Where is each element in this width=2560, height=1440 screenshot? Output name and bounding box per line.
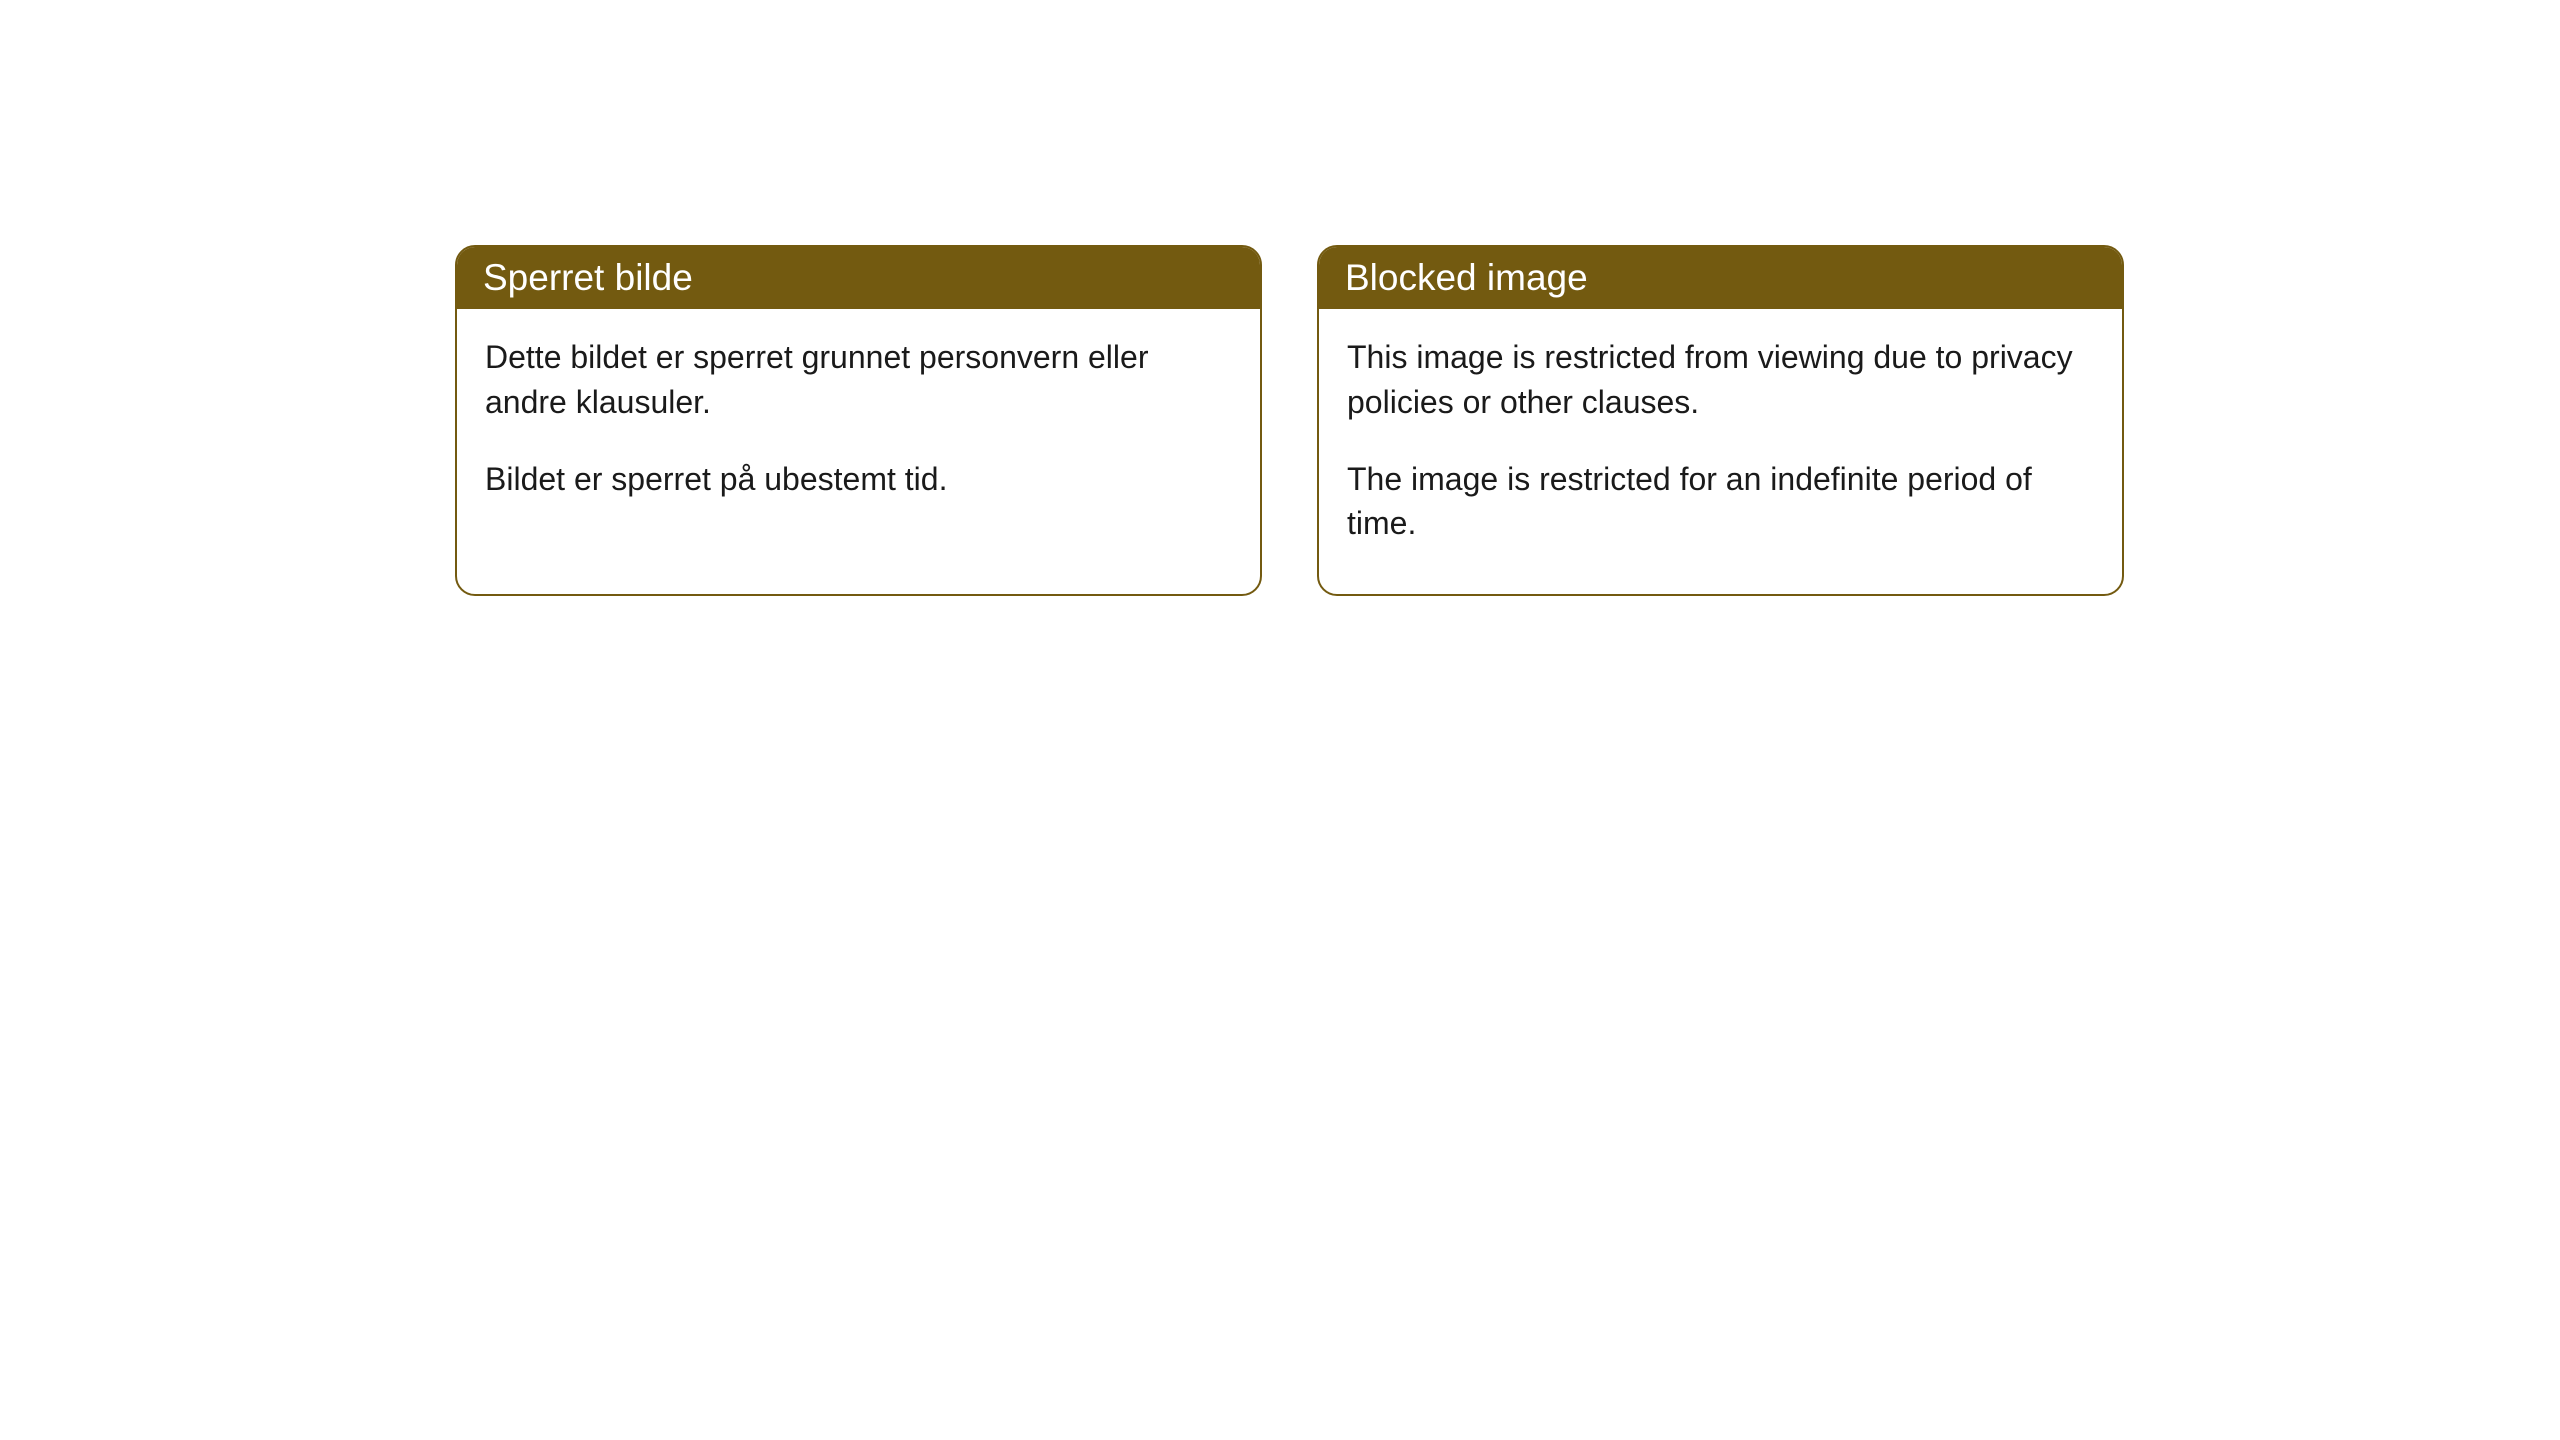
card-header-english: Blocked image: [1319, 247, 2122, 309]
card-body-english: This image is restricted from viewing du…: [1319, 309, 2122, 594]
cards-container: Sperret bilde Dette bildet er sperret gr…: [455, 245, 2560, 596]
card-title-english: Blocked image: [1345, 257, 1588, 298]
card-header-norwegian: Sperret bilde: [457, 247, 1260, 309]
card-paragraph-1-english: This image is restricted from viewing du…: [1347, 335, 2094, 425]
card-english: Blocked image This image is restricted f…: [1317, 245, 2124, 596]
card-paragraph-1-norwegian: Dette bildet er sperret grunnet personve…: [485, 335, 1232, 425]
card-paragraph-2-norwegian: Bildet er sperret på ubestemt tid.: [485, 457, 1232, 502]
card-body-norwegian: Dette bildet er sperret grunnet personve…: [457, 309, 1260, 549]
card-norwegian: Sperret bilde Dette bildet er sperret gr…: [455, 245, 1262, 596]
card-title-norwegian: Sperret bilde: [483, 257, 693, 298]
card-paragraph-2-english: The image is restricted for an indefinit…: [1347, 457, 2094, 547]
